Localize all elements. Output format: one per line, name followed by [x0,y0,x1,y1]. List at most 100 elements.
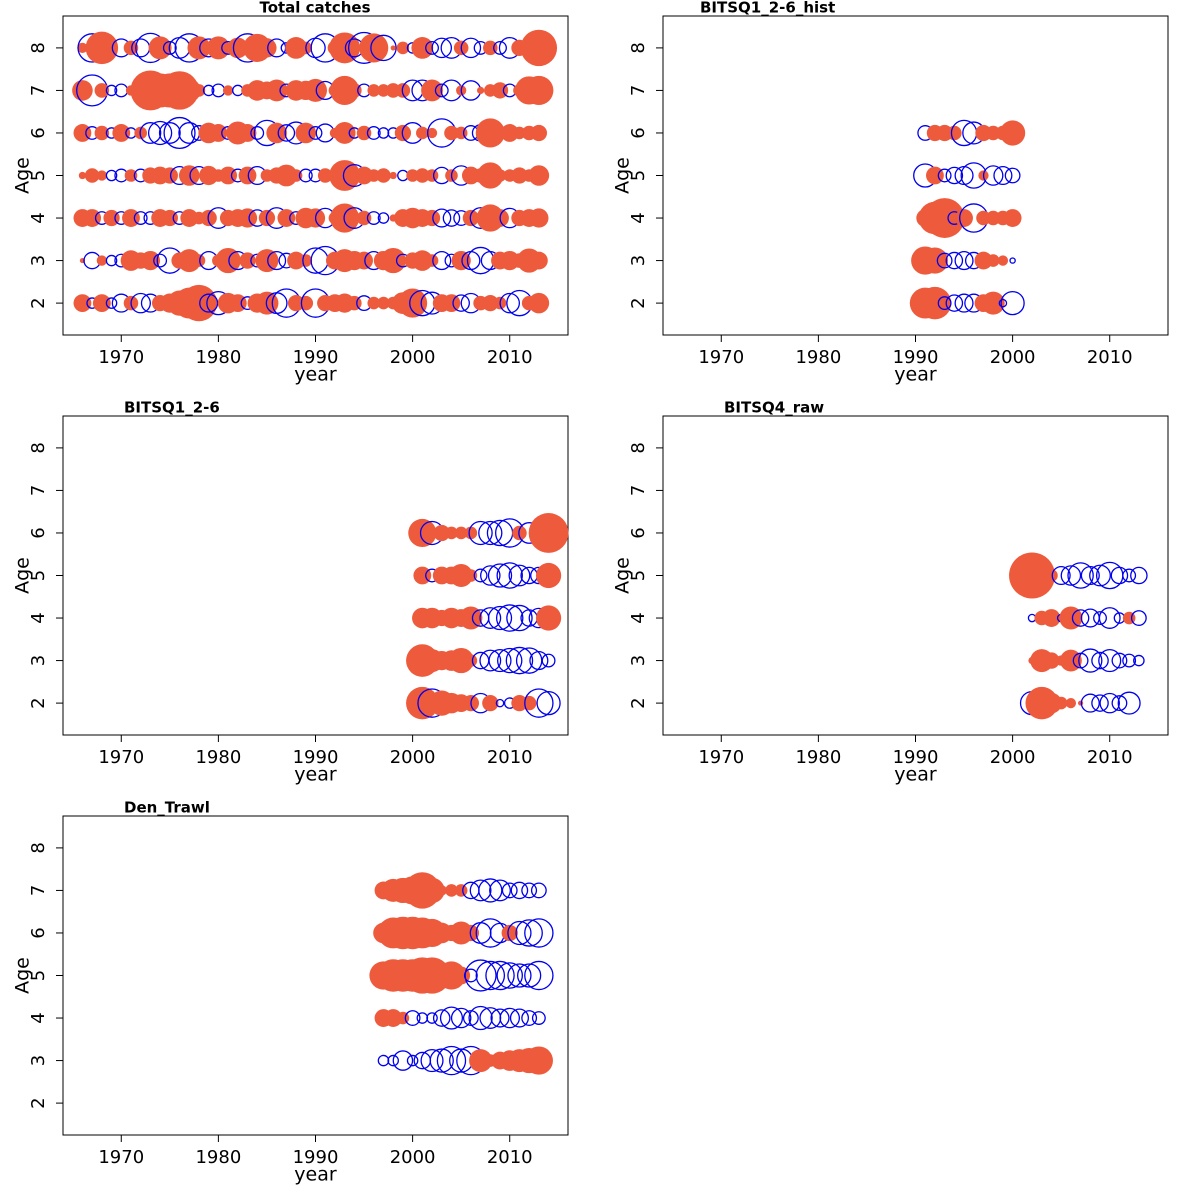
residual-bubble [420,1049,444,1073]
residual-bubble [406,686,439,720]
residual-bubble [541,653,556,668]
residual-bubble [215,247,241,274]
residual-bubble [506,604,533,632]
residual-bubble [416,126,429,140]
residual-bubble [168,36,191,59]
y-axis-label: Age [612,557,634,594]
panel-title: BITSQ1_2-6_hist [700,0,835,17]
y-tick-label: 6 [628,527,649,538]
residual-bubble [1080,608,1100,628]
y-tick-label: 8 [28,842,49,853]
residual-bubble [209,124,228,142]
residual-bubble [515,919,543,947]
residual-bubble [499,1007,521,1029]
residual-bubble [257,38,277,58]
panel: Den_Trawl 1970 1980 1990 2000 2010 2 3 4 5 6 7 8 year… [12,799,569,1186]
residual-bubble [161,167,178,184]
residual-bubble [924,198,965,238]
y-tick-label: 7 [28,885,49,896]
residual-bubble [520,29,558,67]
x-tick-label: 1990 [293,1147,339,1168]
residual-bubble [937,296,952,311]
residual-bubble [452,294,470,312]
y-tick-label: 4 [28,212,49,223]
residual-bubble [521,695,537,711]
residual-bubble [937,168,952,183]
residual-bubble [161,209,178,227]
residual-bubble [452,966,471,985]
residual-bubble [489,879,511,902]
y-tick-label: 5 [28,570,49,581]
residual-bubble [92,294,111,313]
residual-bubble [255,249,279,273]
plot-frame [62,815,569,1136]
residual-bubble [356,125,372,141]
residual-bubble [482,694,499,712]
residual-bubble [998,298,1008,308]
residual-bubble [442,294,461,313]
residual-bubble [1000,120,1026,146]
residual-bubble [997,255,1009,266]
x-tick-label: 1990 [893,747,939,768]
residual-bubble [487,563,513,588]
residual-bubble [177,249,201,273]
residual-bubble [1065,697,1077,709]
y-tick-label: 5 [28,970,49,981]
residual-bubble [250,126,265,140]
residual-bubble [202,84,215,97]
x-axis-label: year [894,764,937,786]
residual-bubble [1098,649,1122,673]
residual-bubble [1130,566,1148,585]
residual-bubble [468,520,493,546]
residual-bubble [433,524,450,542]
residual-bubble [945,294,964,312]
residual-bubble [487,605,513,631]
x-tick-label: 1990 [893,347,939,368]
residual-bubble [387,1054,399,1067]
residual-bubble [436,885,447,896]
plot-frame [662,415,1169,736]
residual-bubble [237,208,258,228]
y-tick-label: 4 [28,612,49,623]
residual-bubble [366,126,381,140]
residual-bubble [524,688,554,718]
residual-bubble [1009,552,1056,599]
residual-bubble [199,293,219,313]
residual-bubble [1122,568,1137,583]
residual-bubble [529,251,548,270]
y-axis-label: Age [12,957,34,994]
residual-bubble [295,122,317,144]
residual-bubble [177,78,201,102]
residual-bubble [434,83,449,98]
residual-bubble [459,606,483,630]
residual-bubble [517,963,542,988]
y-tick-label: 5 [28,170,49,181]
y-tick-label: 7 [628,485,649,496]
residual-bubble [1091,694,1109,712]
residual-bubble [432,1009,451,1027]
x-tick-label: 1970 [698,747,744,768]
residual-bubble [366,211,381,225]
residual-bubble [105,84,118,97]
residual-bubble [501,882,518,899]
residual-bubble [367,84,381,97]
residual-bubble [421,79,443,102]
residual-bubble [473,568,488,583]
x-tick-label: 1990 [293,347,339,368]
residual-bubble [1071,609,1090,627]
residual-bubble [370,34,397,62]
residual-bubble [124,169,138,182]
x-tick-label: 1970 [98,1147,144,1168]
y-tick-label: 4 [628,612,649,623]
residual-bubble [450,1007,472,1029]
y-tick-label: 4 [28,1012,49,1023]
residual-bubble [918,286,952,320]
x-tick-label: 1980 [195,747,241,768]
x-tick-label: 2000 [990,347,1036,368]
residual-bubble [333,122,356,144]
residual-bubble [926,166,944,185]
residual-bubble [265,79,288,102]
residual-bubble [356,210,372,226]
residual-bubble [78,171,87,180]
residual-bubble [238,166,257,185]
